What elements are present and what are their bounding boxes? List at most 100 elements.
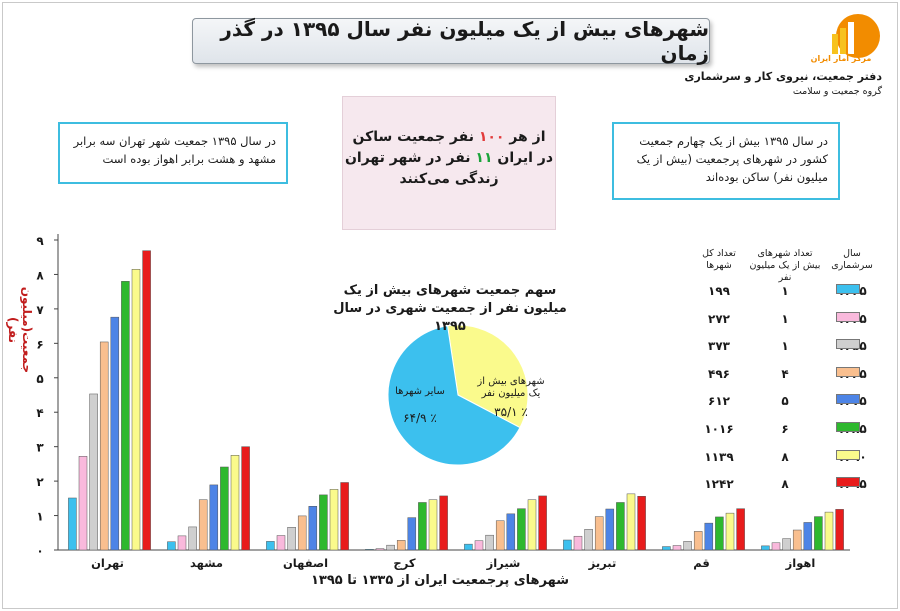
legend-million-count: ۴ — [781, 366, 789, 381]
bar — [584, 529, 593, 551]
bar — [209, 484, 219, 551]
org-name: دفتر جمعیت، نیروی کار و سرشماری — [684, 70, 882, 83]
legend-total-count: ۱۹۹ — [708, 284, 730, 298]
x-axis-title: شهرهای پرجمعیت ایران از ۱۳۳۵ تا ۱۳۹۵ — [310, 573, 570, 588]
bar — [266, 541, 275, 551]
bar — [287, 527, 296, 551]
bar — [485, 534, 494, 551]
card-number-11: ۱۱ — [475, 150, 493, 166]
bar — [814, 516, 823, 551]
legend-row: ۱۳۷۵۵۶۱۲ — [648, 390, 880, 418]
bar — [188, 526, 197, 551]
bar — [110, 316, 120, 551]
pie-label-other-name: سایر شهرها — [395, 386, 445, 397]
x-category-label: تهران — [91, 556, 124, 570]
legend-million-count: ۶ — [781, 422, 789, 436]
bar — [761, 545, 770, 551]
bar — [835, 509, 844, 551]
bar — [464, 543, 473, 551]
bar — [495, 520, 505, 551]
bar — [672, 545, 682, 551]
bar — [474, 540, 484, 551]
tehran-share-card: از هر ۱۰۰ نفر جمعیت ساکن در ایران ۱۱ نفر… — [342, 96, 556, 230]
legend-swatch — [836, 311, 860, 322]
bar — [78, 456, 88, 551]
y-tick-label: ۴ — [36, 406, 43, 420]
pie-label-million-name: شهرهای بیش از یک میلیون نفر — [477, 376, 545, 399]
legend-million-count: ۵ — [781, 394, 789, 409]
y-tick-label: ۶ — [36, 337, 43, 351]
bar — [428, 499, 438, 551]
legend-row: ۱۳۴۵۱۲۷۲ — [648, 308, 880, 336]
bar — [605, 508, 615, 551]
legend-row: ۱۳۹۵۸۱۲۴۲ — [648, 473, 880, 501]
legend-row: ۱۳۳۵۱۱۹۹ — [648, 280, 880, 308]
legend-million-count: ۸ — [781, 449, 789, 464]
bar — [418, 502, 427, 551]
pie-label-other: سایر شهرها ٪ ۶۴/۹ — [392, 386, 448, 424]
bar — [792, 529, 802, 551]
bar — [365, 549, 374, 551]
legend-row: ۱۳۵۵۱۳۷۳ — [648, 335, 880, 363]
page-title: شهرهای بیش از یک میلیون نفر سال ۱۳۹۵ در … — [192, 17, 710, 65]
bar — [297, 515, 307, 551]
card-text-3: نفر در شهر تهران زندگی می‌کنند — [344, 150, 499, 187]
x-category-label: کرج — [393, 556, 415, 571]
pie-label-million: شهرهای بیش از یک میلیون نفر ٪ ۳۵/۱ — [476, 376, 546, 418]
pie-slice — [387, 325, 521, 466]
legend-row: ۱۳۶۵۴۴۹۶ — [648, 363, 880, 391]
legend-table: سال سرشماری تعداد شهرهای بیش از یک میلیو… — [648, 244, 880, 496]
y-tick-label: ۸ — [36, 268, 44, 282]
legend-swatch — [836, 477, 860, 488]
y-tick-label: ۷ — [36, 303, 44, 317]
y-tick-label: ۱ — [36, 510, 43, 524]
bar — [99, 341, 109, 551]
bar — [319, 494, 328, 551]
bar — [517, 508, 526, 551]
bar — [771, 542, 781, 551]
legend-swatch — [836, 449, 860, 460]
bar — [386, 544, 395, 551]
bar — [704, 522, 714, 551]
x-category-label: مشهد — [190, 556, 223, 570]
y-tick-label: ۹ — [36, 234, 44, 248]
x-category-label: شیراز — [486, 556, 521, 570]
bar — [506, 513, 516, 551]
y-tick-label: ۰ — [36, 544, 43, 558]
bar — [573, 535, 583, 551]
pie-title: سهم جمعیت شهرهای بیش از یک میلیون نفر از… — [333, 283, 567, 334]
legend-total-count: ۱۲۴۲ — [704, 477, 734, 492]
legend-header-million: تعداد شهرهای بیش از یک میلیون نفر — [749, 248, 821, 283]
legend-swatch — [836, 422, 860, 432]
bar — [683, 541, 692, 551]
bar — [375, 548, 385, 551]
bar — [396, 540, 406, 551]
legend-header-total: تعداد کل شهرها — [702, 248, 736, 271]
legend-million-count: ۸ — [781, 477, 789, 492]
bar — [527, 499, 537, 551]
bar — [736, 508, 745, 551]
bar — [616, 502, 625, 551]
bar — [693, 531, 703, 551]
bar — [68, 497, 77, 551]
x-category-label: تبریز — [588, 556, 617, 570]
legend-row: ۱۳۸۵۶۱۰۱۶ — [648, 418, 880, 446]
legend-swatch — [836, 284, 860, 294]
y-tick-label: ۵ — [36, 372, 43, 386]
legend-swatch — [836, 339, 860, 350]
bar — [276, 535, 286, 551]
sci-logo-icon — [832, 14, 880, 58]
bar — [241, 446, 250, 551]
legend-total-count: ۱۰۱۶ — [704, 422, 734, 436]
pie-value-million: ٪ ۳۵/۱ — [494, 405, 528, 419]
bar — [824, 511, 834, 551]
legend-total-count: ۶۱۲ — [708, 394, 730, 409]
bar — [308, 506, 318, 551]
bar — [626, 493, 636, 551]
legend-total-count: ۲۷۲ — [708, 311, 730, 326]
bar — [407, 517, 417, 551]
x-category-label: اصفهان — [283, 556, 328, 570]
legend-row: ۱۳۹۰۸۱۱۳۹ — [648, 446, 880, 474]
